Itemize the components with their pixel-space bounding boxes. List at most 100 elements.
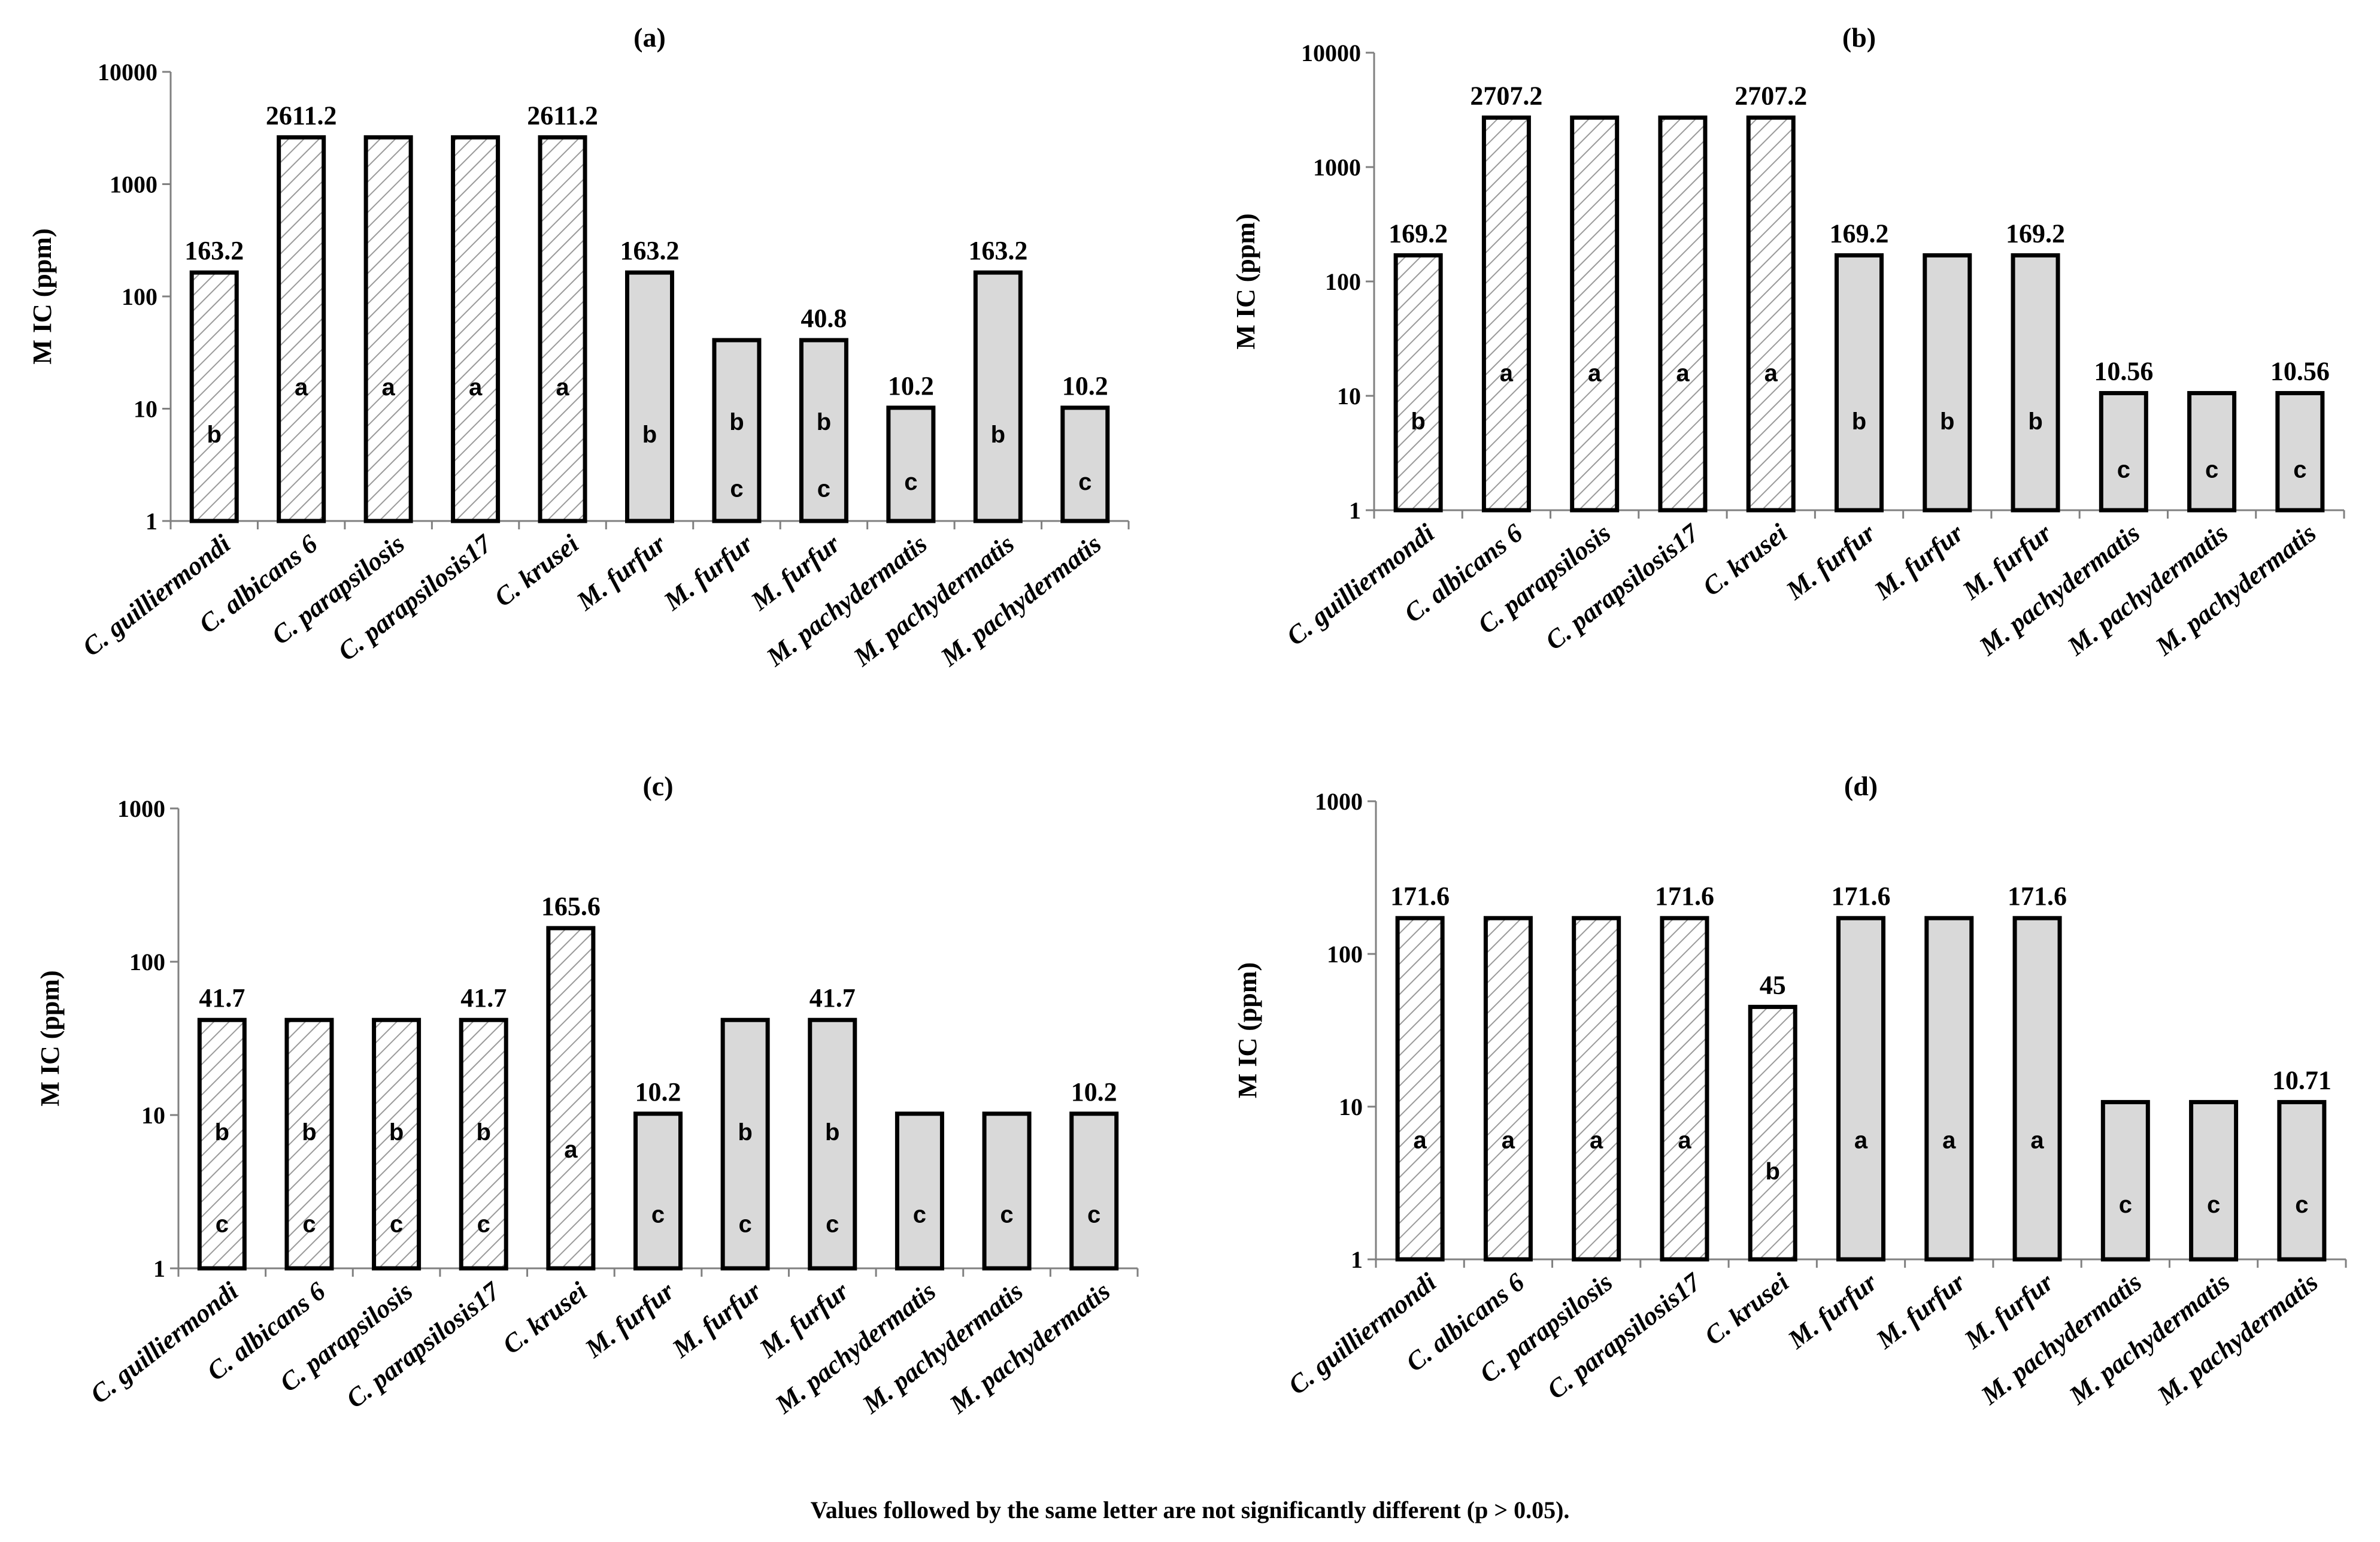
bar	[189, 270, 239, 523]
data-label: 163.2	[184, 236, 244, 265]
y-tick-label: 1000	[117, 795, 165, 822]
significance-letter: c	[826, 1211, 839, 1237]
y-axis-label-c: M IC (ppm)	[35, 970, 65, 1106]
significance-letter: b	[729, 409, 744, 435]
bar	[799, 338, 848, 523]
bar	[633, 1111, 683, 1271]
significance-letter: c	[2207, 1192, 2220, 1218]
significance-letter: a	[295, 374, 308, 401]
bar	[1069, 1111, 1119, 1271]
bar	[2277, 1099, 2327, 1262]
data-label: 41.7	[199, 983, 245, 1013]
significance-letter: b	[477, 1119, 491, 1146]
y-axis-label-d: M IC (ppm)	[1233, 962, 1262, 1098]
significance-letter: a	[1854, 1128, 1868, 1154]
y-tick-label: 1	[1351, 1246, 1363, 1273]
x-tick-label: M. pachydermatis	[944, 1276, 1115, 1419]
significance-letter: c	[730, 476, 743, 502]
chart-panel-c: (c) M IC (ppm) 1 10 100 1000 41.7 b c C. guillier…	[35, 771, 1139, 1420]
bar	[982, 1111, 1032, 1271]
y-tick-label: 100	[129, 949, 165, 976]
data-label: 10.2	[1071, 1077, 1117, 1107]
bar	[1483, 916, 1533, 1262]
significance-letter: c	[904, 469, 917, 495]
x-tick-label: M. furfur	[1870, 1267, 1971, 1355]
chart-panel-d: (d) M IC (ppm) 1 10 100 1000 171.6 a C. guillier…	[1233, 771, 2347, 1411]
data-label: 169.2	[2006, 219, 2065, 248]
bar	[720, 1017, 770, 1271]
bar	[2100, 1099, 2150, 1262]
panel-title-a: (a)	[633, 22, 666, 53]
data-label: 10.2	[635, 1077, 681, 1107]
bar	[546, 926, 596, 1271]
y-tick-label: 100	[122, 283, 157, 310]
y-tick-label: 1000	[1313, 154, 1361, 181]
bar	[1835, 253, 1884, 513]
y-tick-label: 1	[153, 1255, 165, 1282]
significance-letter: c	[2119, 1192, 2132, 1218]
y-tick-label: 1000	[110, 171, 157, 198]
x-tick-label: C. krusei	[1697, 518, 1793, 602]
x-tick-label: M. furfur	[658, 529, 759, 617]
x-tick-label: M. pachydermatis	[848, 529, 1020, 672]
significance-letter: c	[739, 1211, 752, 1237]
x-tick-label: M. furfur	[1780, 518, 1881, 606]
significance-letter: c	[817, 476, 830, 502]
significance-letter: c	[651, 1202, 665, 1228]
bar	[1395, 916, 1445, 1262]
significance-letter: a	[1764, 360, 1778, 387]
significance-letter: a	[1500, 360, 1514, 387]
data-label: 169.2	[1388, 219, 1448, 248]
bar	[451, 135, 501, 523]
y-tick-label: 10	[134, 396, 157, 423]
data-label: 2611.2	[527, 101, 598, 130]
x-tick-label: C. krusei	[489, 529, 584, 613]
data-label: 2707.2	[1735, 81, 1807, 110]
x-tick-label: M. pachydermatis	[857, 1276, 1029, 1419]
significance-letter: b	[1940, 408, 1954, 435]
significance-letter: a	[1678, 1128, 1691, 1154]
y-tick-label: 10	[1339, 1093, 1363, 1120]
significance-letter: c	[2117, 457, 2130, 483]
chart-panel-a: (a) M IC (ppm) 1 10 100 1000 10000 163.2 b C. gui…	[28, 22, 1130, 672]
significance-footnote: Values followed by the same letter are n…	[810, 1496, 1570, 1523]
y-tick-label: 1	[1349, 497, 1361, 524]
x-tick-label: M. pachydermatis	[760, 529, 932, 672]
significance-letter: a	[1676, 360, 1690, 387]
bar	[1923, 253, 1972, 513]
bar	[1748, 1004, 1797, 1262]
chart-panel-b: (b) M IC (ppm) 1 10 100 1000 10000 169.2 b C. gui…	[1231, 22, 2345, 662]
data-label: 10.71	[2272, 1065, 2332, 1095]
x-tick-label: M. furfur	[579, 1276, 680, 1364]
data-label: 10.2	[888, 371, 934, 401]
bar	[538, 135, 587, 523]
y-tick-label: 1000	[1315, 788, 1363, 815]
bar	[2189, 1099, 2239, 1262]
significance-letter: b	[2028, 408, 2042, 435]
data-label: 171.6	[1390, 881, 1450, 911]
data-label: 171.6	[2008, 881, 2067, 911]
significance-letter: a	[1942, 1128, 1956, 1154]
bar	[1060, 405, 1110, 523]
bar	[277, 135, 326, 523]
y-tick-label: 10	[1337, 383, 1361, 410]
bar	[1924, 916, 1974, 1262]
y-tick-label: 10000	[1301, 40, 1361, 66]
x-tick-label: M. pachydermatis	[2063, 1267, 2235, 1410]
x-tick-label: M. pachydermatis	[2061, 518, 2233, 661]
significance-letter: b	[1766, 1158, 1780, 1184]
significance-letter: a	[469, 374, 483, 401]
data-label: 10.56	[2270, 356, 2330, 386]
x-tick-label: C. guilliermondi	[85, 1276, 244, 1410]
significance-letter: c	[2205, 457, 2218, 483]
significance-letter: b	[1852, 408, 1866, 435]
x-tick-label: C. krusei	[497, 1276, 593, 1360]
bar	[1572, 916, 1621, 1262]
significance-letter: b	[302, 1119, 316, 1146]
x-tick-label: C. parapsilosis17	[1540, 517, 1705, 656]
significance-letter: c	[2295, 1192, 2308, 1218]
x-tick-label: M. pachydermatis	[1975, 1267, 2147, 1410]
significance-letter: a	[1502, 1128, 1515, 1154]
bar	[2099, 390, 2148, 513]
